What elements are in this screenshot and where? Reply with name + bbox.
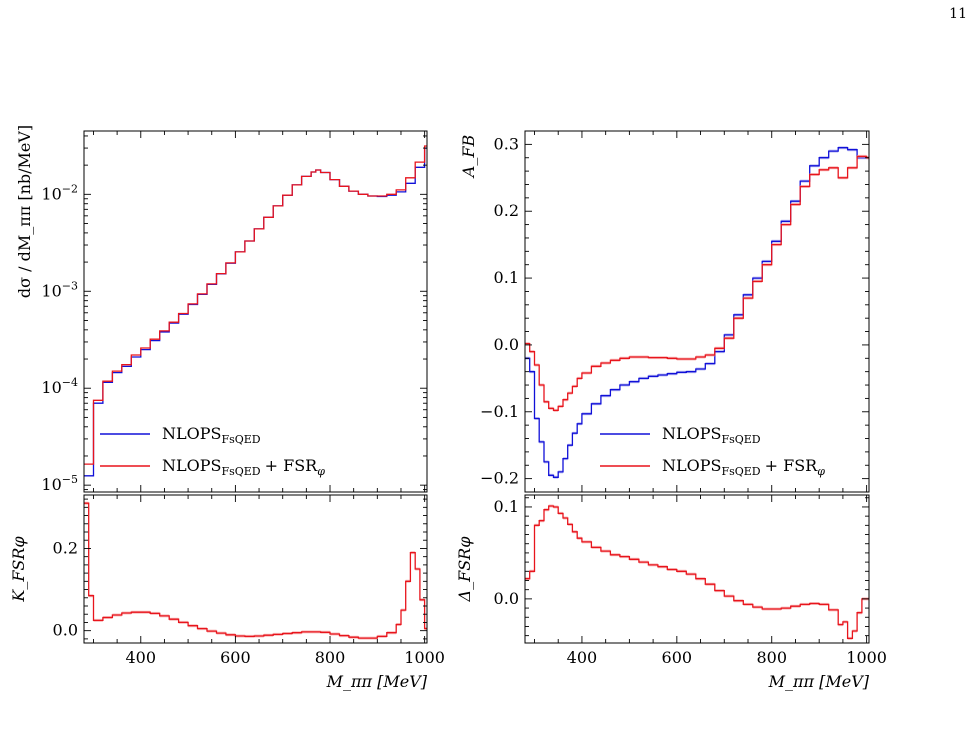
- series-fsr-line: [84, 502, 427, 639]
- series-fsr-line-band: [525, 504, 869, 640]
- y-tick-label: 0.2: [494, 201, 519, 220]
- y-tick-label: 10−3: [41, 279, 78, 300]
- y-tick-label: 0.2: [53, 538, 78, 557]
- k-fsr-panel: 400 600 800 1000 0.0 0.2 K_FSRφ M_ππ [MeV]: [9, 494, 445, 691]
- y-tick-label: 0.0: [494, 589, 519, 608]
- legend-nlops-label: NLOPSFsQED: [662, 424, 761, 446]
- x-tick-label: 1000: [404, 648, 445, 667]
- legend-fsr-label: NLOPSFsQED + FSRφ: [662, 456, 825, 478]
- dsigma-ylabel: dσ / dM_ππ [nb/MeV]: [15, 125, 34, 298]
- legend-fsr-label: NLOPSFsQED + FSRφ: [162, 456, 325, 478]
- series-fsr-line-band: [525, 154, 869, 412]
- k-xlabel: M_ππ [MeV]: [326, 672, 428, 691]
- delta-xlabel: M_ππ [MeV]: [768, 672, 870, 691]
- x-tick-label: 600: [662, 648, 693, 667]
- afb-ylabel: A_FB: [459, 135, 478, 180]
- y-tick-label: 0.0: [494, 335, 519, 354]
- k-axes-frame: [83, 494, 428, 644]
- afb-panel: −0.2 −0.1 0.0 0.1 0.2 0.3 A_FB NLOPSFsQED NLOPSF…: [459, 130, 870, 493]
- y-tick-label: −0.2: [480, 469, 519, 488]
- dsigma-panel: 10−5 10−4 10−3 10−2 dσ / dM_ππ [nb/MeV] NLOPS…: [15, 125, 428, 494]
- delta-ylabel: Δ_FSRφ: [455, 536, 474, 603]
- y-tick-label: 0.3: [494, 134, 519, 153]
- x-tick-label: 1000: [846, 648, 887, 667]
- x-tick-label: 800: [756, 648, 787, 667]
- y-tick-label: 0.1: [494, 268, 519, 287]
- y-tick-label: 0.0: [53, 621, 78, 640]
- y-tick-label: 10−5: [41, 473, 78, 494]
- x-tick-label: 400: [567, 648, 598, 667]
- afb-axes-frame: [524, 130, 870, 493]
- k-ylabel: K_FSRφ: [9, 536, 28, 603]
- series-nlops-line: [525, 147, 869, 478]
- y-tick-label: −0.1: [480, 402, 519, 421]
- series-nlops-line: [84, 147, 427, 477]
- delta-fsr-panel: 400 600 800 1000 0.0 0.1 Δ_FSRφ M_ππ [MeV]: [455, 494, 887, 691]
- y-tick-label: 0.1: [494, 497, 519, 516]
- y-tick-label: 10−2: [41, 182, 78, 203]
- y-tick-label: 10−4: [41, 376, 78, 397]
- x-tick-label: 600: [220, 648, 251, 667]
- dsigma-axes-frame: [83, 130, 428, 493]
- legend-nlops-label: NLOPSFsQED: [162, 424, 261, 446]
- delta-axes-frame: [524, 494, 870, 644]
- page-number: 11: [949, 6, 967, 22]
- series-fsr-line: [84, 145, 427, 465]
- series-fsr-line-band: [84, 501, 427, 640]
- series-fsr-line: [525, 155, 869, 412]
- x-tick-label: 800: [315, 648, 346, 667]
- series-fsr-line: [525, 505, 869, 640]
- x-tick-label: 400: [125, 648, 156, 667]
